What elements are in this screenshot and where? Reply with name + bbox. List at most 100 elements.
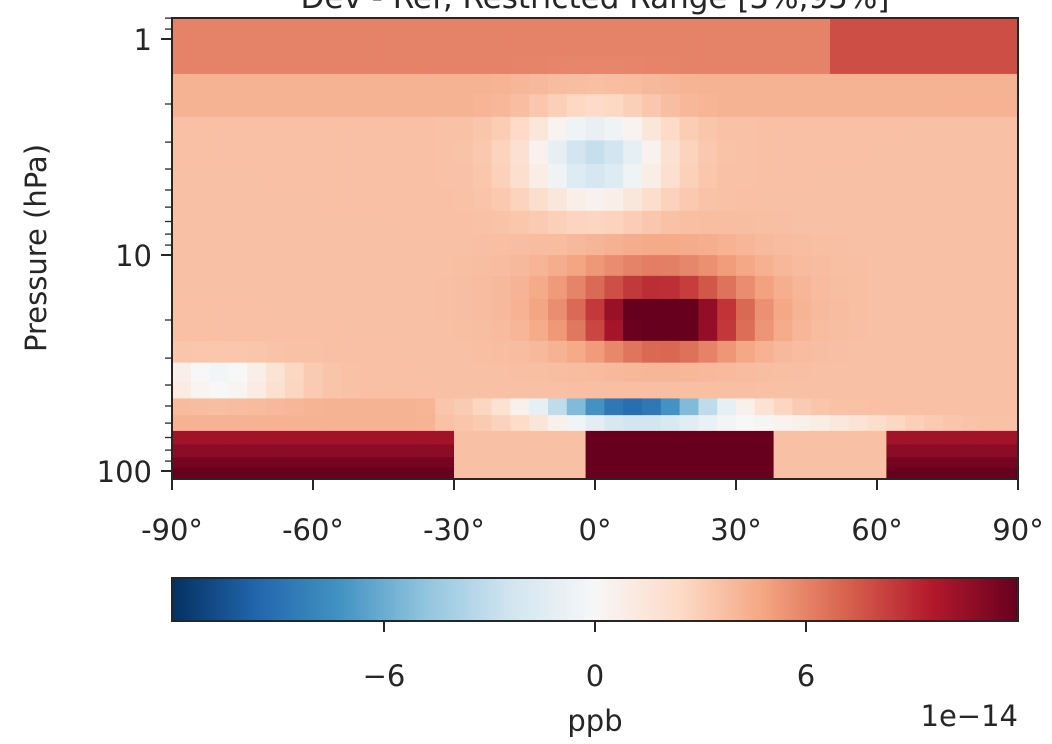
heatmap-cell bbox=[360, 93, 380, 117]
heatmap-cell bbox=[886, 38, 906, 57]
heatmap-cell bbox=[585, 340, 605, 363]
heatmap-cell bbox=[510, 443, 530, 458]
heatmap-cell bbox=[303, 381, 323, 399]
heatmap-cell bbox=[980, 414, 1000, 431]
heatmap-cell bbox=[454, 456, 474, 468]
heatmap-cell bbox=[284, 163, 305, 188]
heatmap-cell bbox=[585, 38, 605, 57]
heatmap-cell bbox=[529, 467, 549, 479]
heatmap-cell bbox=[698, 210, 718, 234]
heatmap-cell bbox=[548, 443, 568, 458]
heatmap-cell bbox=[811, 187, 831, 211]
heatmap-cell bbox=[397, 381, 417, 399]
heatmap-cell bbox=[454, 73, 474, 95]
heatmap-cell bbox=[529, 38, 549, 57]
heatmap-cell bbox=[679, 73, 699, 95]
colorbar-tick-label-6: 6 bbox=[797, 659, 815, 693]
heatmap-cell bbox=[190, 298, 211, 321]
heatmap-cell bbox=[717, 298, 737, 321]
heatmap-cell bbox=[717, 139, 737, 165]
heatmap-cell bbox=[341, 187, 361, 211]
heatmap-cell bbox=[435, 397, 455, 416]
x-axis: -90° -60° -30° 0° 30° 60° 90° bbox=[141, 479, 1044, 547]
heatmap-cell bbox=[435, 467, 455, 479]
heatmap-cell bbox=[397, 73, 417, 95]
heatmap-cell bbox=[491, 414, 511, 431]
heatmap-cell bbox=[228, 163, 248, 188]
heatmap-cell bbox=[924, 362, 944, 382]
heatmap-cell bbox=[811, 298, 831, 321]
heatmap-cell bbox=[472, 467, 493, 479]
heatmap-cell bbox=[172, 18, 192, 40]
heatmap-cell bbox=[341, 397, 361, 416]
heatmap-cell bbox=[773, 414, 793, 431]
heatmap-cell bbox=[585, 397, 605, 416]
heatmap-cell bbox=[378, 340, 399, 363]
chart-title: Dev - Ref, Restricted Range [5%,95%] bbox=[301, 0, 890, 16]
heatmap-cell bbox=[848, 319, 869, 341]
heatmap-cell bbox=[190, 18, 211, 40]
heatmap-cell bbox=[190, 210, 211, 234]
x-tick-label-90: 90° bbox=[992, 513, 1043, 547]
heatmap-cell bbox=[435, 55, 455, 74]
heatmap-cell bbox=[961, 298, 981, 321]
heatmap-cell bbox=[999, 430, 1018, 445]
heatmap-cell bbox=[792, 298, 812, 321]
heatmap-cell bbox=[642, 233, 662, 256]
heatmap-cell bbox=[679, 430, 699, 445]
heatmap-cell bbox=[416, 430, 436, 445]
heatmap-cell bbox=[679, 456, 699, 468]
heatmap-cell bbox=[848, 397, 869, 416]
heatmap-cell bbox=[717, 38, 737, 57]
heatmap-cell bbox=[792, 467, 812, 479]
heatmap-cell bbox=[679, 139, 699, 165]
heatmap-cell bbox=[435, 163, 455, 188]
heatmap-cell bbox=[660, 18, 681, 40]
heatmap-cell bbox=[510, 430, 530, 445]
heatmap-cell bbox=[736, 187, 756, 211]
heatmap-cell bbox=[472, 397, 493, 416]
heatmap-cell bbox=[604, 414, 624, 431]
heatmap-cell bbox=[266, 430, 286, 445]
heatmap-cell bbox=[848, 275, 869, 299]
heatmap-cell bbox=[717, 187, 737, 211]
heatmap-cell bbox=[961, 73, 981, 95]
heatmap-cell bbox=[303, 55, 323, 74]
heatmap-cell bbox=[472, 187, 493, 211]
heatmap-cell bbox=[397, 467, 417, 479]
heatmap-cell bbox=[642, 139, 662, 165]
heatmap-cell bbox=[209, 298, 229, 321]
heatmap-cell bbox=[209, 381, 229, 399]
heatmap-cell bbox=[585, 430, 605, 445]
heatmap-cell bbox=[848, 414, 869, 431]
heatmap-cell bbox=[491, 254, 511, 276]
heatmap-cell bbox=[341, 210, 361, 234]
heatmap-cell bbox=[717, 443, 737, 458]
heatmap-cell bbox=[529, 456, 549, 468]
heatmap-cell bbox=[660, 430, 681, 445]
heatmap-cell bbox=[698, 319, 718, 341]
heatmap-cell bbox=[247, 55, 267, 74]
heatmap-cell bbox=[698, 38, 718, 57]
heatmap-cell bbox=[510, 38, 530, 57]
heatmap-cell bbox=[811, 139, 831, 165]
heatmap-cell bbox=[454, 467, 474, 479]
heatmap-cell bbox=[454, 210, 474, 234]
heatmap-cell bbox=[435, 414, 455, 431]
heatmap-cell bbox=[209, 18, 229, 40]
heatmap-cell bbox=[510, 414, 530, 431]
heatmap-cell bbox=[341, 298, 361, 321]
heatmap-cell bbox=[416, 233, 436, 256]
heatmap-cell bbox=[660, 163, 681, 188]
heatmap-cell bbox=[491, 116, 511, 141]
heatmap-cell bbox=[905, 233, 925, 256]
heatmap-cell bbox=[660, 187, 681, 211]
heatmap-cell bbox=[435, 73, 455, 95]
heatmap-cell bbox=[378, 362, 399, 382]
heatmap-cell bbox=[848, 456, 869, 468]
heatmap-cell bbox=[341, 430, 361, 445]
heatmap-cell bbox=[830, 254, 850, 276]
heatmap-cell bbox=[811, 116, 831, 141]
heatmap-cell bbox=[773, 456, 793, 468]
heatmap-cell bbox=[754, 362, 775, 382]
